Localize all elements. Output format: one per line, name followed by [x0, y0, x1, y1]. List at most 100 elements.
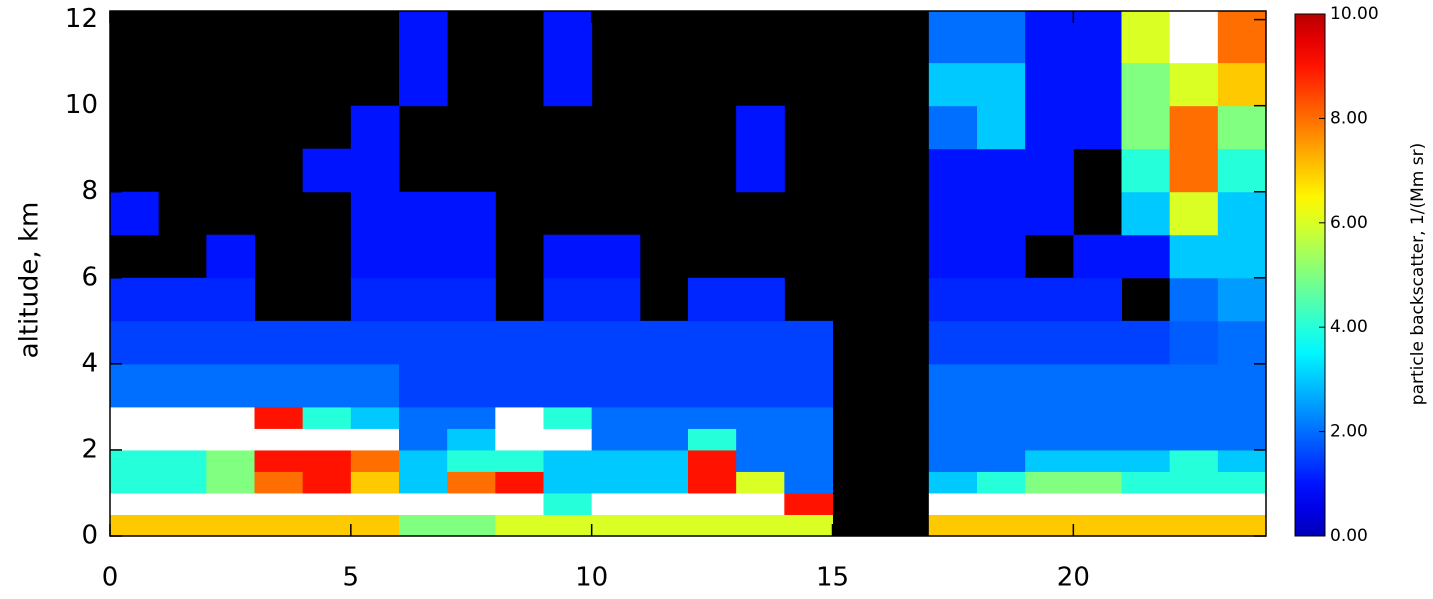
heat-cell [591, 514, 641, 537]
heat-cell [977, 471, 1026, 494]
heat-cell [399, 449, 448, 472]
plot-frame [109, 10, 1267, 537]
colorbar-tick-label: 4.00 [1330, 317, 1368, 337]
heat-cell [688, 471, 737, 494]
colorbar-tick-label: 8.00 [1330, 108, 1368, 128]
heat-cell [688, 492, 737, 515]
heat-cell [639, 514, 689, 537]
heat-cell [350, 514, 400, 537]
x-tick-label: 10 [575, 563, 608, 593]
heat-cell [688, 514, 737, 537]
heat-cell [399, 62, 448, 107]
heat-cell [639, 492, 689, 515]
heat-cell [1025, 62, 1074, 107]
x-tick-label: 0 [102, 563, 119, 593]
heat-cell [254, 406, 304, 429]
heat-cell [736, 148, 785, 193]
heat-cell [928, 105, 978, 150]
heat-cell [1217, 492, 1267, 515]
heat-cell [350, 191, 400, 236]
heat-cell [399, 471, 448, 494]
heat-cell [1169, 363, 1219, 408]
heat-cell [350, 148, 400, 193]
y-tick-label: 4 [81, 348, 98, 378]
heat-cell [447, 191, 496, 236]
y-tick-label: 8 [81, 176, 98, 206]
heat-cell [977, 191, 1026, 236]
heat-cell [254, 514, 304, 537]
heat-cell [206, 514, 255, 537]
heat-cell [591, 449, 641, 472]
heat-cell [1217, 11, 1267, 64]
y-axis-label: altitude, km [15, 202, 45, 359]
heat-cell [158, 492, 207, 515]
heat-cell [399, 11, 448, 64]
heat-cell [1169, 428, 1219, 451]
heat-cell [928, 11, 978, 64]
heat-cell [1169, 449, 1219, 472]
heat-cell [1025, 449, 1074, 472]
heat-cell [1217, 449, 1267, 472]
heat-cell [1025, 11, 1074, 64]
heat-cell [639, 363, 689, 408]
heat-cell [1169, 471, 1219, 494]
heat-cell [543, 428, 593, 451]
heat-cell [1217, 191, 1267, 236]
heat-cell [639, 428, 689, 451]
heat-cell [1073, 320, 1122, 365]
heat-cell [1025, 471, 1074, 494]
heat-cell [350, 406, 400, 429]
heat-cell [1121, 148, 1171, 193]
heat-cell [447, 428, 496, 451]
heat-cell [1217, 428, 1267, 451]
heat-cell [110, 363, 159, 408]
heat-cell [543, 471, 593, 494]
heat-cell [495, 492, 544, 515]
colorbar-tick-label: 10.00 [1330, 4, 1379, 24]
heat-cell [206, 471, 255, 494]
heat-cell [977, 234, 1026, 279]
heat-cell [688, 277, 737, 322]
heat-cell [591, 428, 641, 451]
heat-cell [1169, 62, 1219, 107]
heat-cell [1121, 471, 1171, 494]
heat-cell [1073, 492, 1122, 515]
heat-cell [399, 514, 448, 537]
heat-cell [591, 320, 641, 365]
heat-cell [350, 428, 400, 451]
heat-cell [977, 148, 1026, 193]
heat-cell [1073, 11, 1122, 64]
heat-cell [1217, 62, 1267, 107]
heat-cell [928, 428, 978, 451]
heat-cell [447, 406, 496, 429]
heat-cell [688, 428, 737, 451]
colorbar-label: particle backscatter, 1/(Mm sr) [1408, 143, 1428, 405]
heat-cell [1169, 492, 1219, 515]
heat-cell [1121, 191, 1171, 236]
heat-cell [399, 191, 448, 236]
heat-cell [543, 11, 593, 64]
y-tick-label: 10 [65, 90, 98, 120]
heat-cell [158, 428, 207, 451]
heat-cell [1169, 234, 1219, 279]
heat-cell [591, 471, 641, 494]
heat-cell [591, 363, 641, 408]
heat-cell [1025, 363, 1074, 408]
heat-cell [928, 471, 978, 494]
heat-cell [977, 62, 1026, 107]
heat-cell [1073, 363, 1122, 408]
heat-cell [254, 320, 304, 365]
heat-cell [158, 363, 207, 408]
heat-cell [1073, 471, 1122, 494]
heat-cell [399, 234, 448, 279]
heat-cell [543, 277, 593, 322]
heat-cell [1217, 363, 1267, 408]
heat-cell [158, 320, 207, 365]
heat-cell [977, 363, 1026, 408]
heat-cell [350, 105, 400, 150]
heat-cell [736, 320, 785, 365]
heat-cell [928, 492, 978, 515]
heat-cell [977, 406, 1026, 429]
heat-cell [110, 514, 159, 537]
